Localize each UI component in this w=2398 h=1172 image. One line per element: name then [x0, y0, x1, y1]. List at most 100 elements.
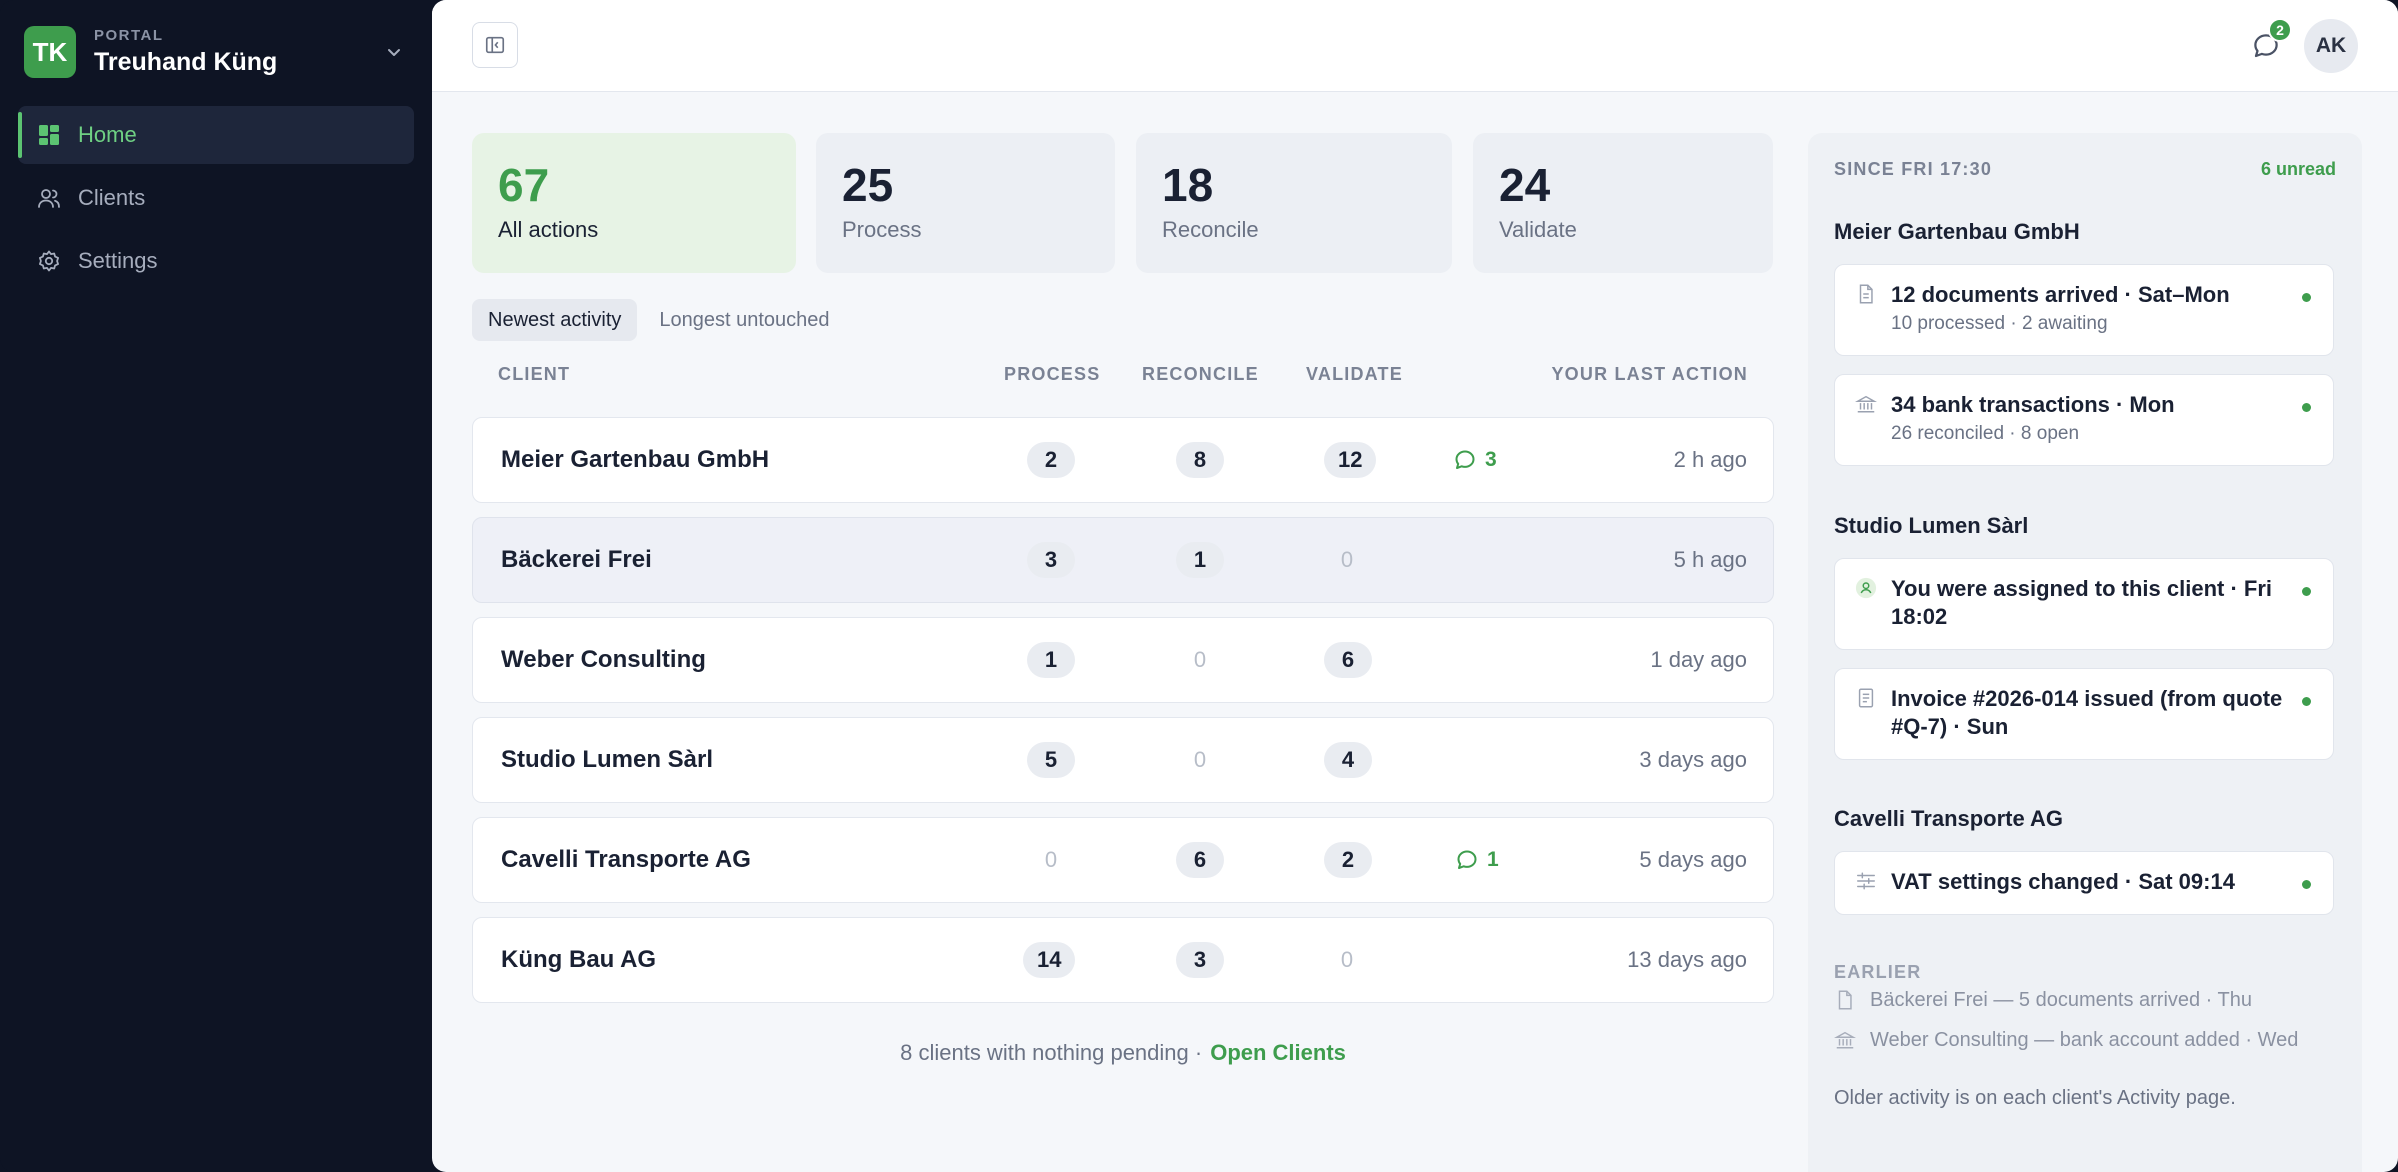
org-name: Treuhand Küng [94, 48, 278, 76]
comment-count-value: 1 [1487, 848, 1499, 871]
collapse-sidebar-button[interactable] [472, 22, 518, 68]
comment-count[interactable]: 3 [1453, 442, 1497, 478]
table-row[interactable]: Studio Lumen Sàrl 5 0 4 3 days ago [472, 717, 1774, 803]
users-icon [36, 185, 62, 211]
process-count: 1 [1027, 642, 1075, 678]
activity-title: 12 documents arrived · Sat–Mon [1891, 282, 2230, 307]
activity-group-title[interactable]: Studio Lumen Sàrl [1834, 513, 2029, 538]
activity-group-title[interactable]: Cavelli Transporte AG [1834, 806, 2064, 831]
comment-count[interactable]: 1 [1455, 842, 1499, 878]
stat-card-process[interactable]: 25 Process [816, 133, 1115, 273]
main-content: 2 AK 67 All actions 25 Process 18 Reconc… [432, 0, 2398, 1172]
sidebar-toggle-icon [485, 36, 505, 54]
open-clients-link[interactable]: Open Clients [1210, 1040, 1346, 1065]
earlier-item[interactable]: Bäckerei Frei — 5 documents arrived · Th… [1834, 985, 2252, 1015]
client-name: Meier Gartenbau GmbH [501, 446, 770, 473]
chat-icon [2254, 34, 2278, 58]
activity-item[interactable]: VAT settings changed · Sat 09:14 [1834, 851, 2334, 915]
process-count: 0 [1044, 847, 1058, 872]
last-action: 3 days ago [1639, 747, 1747, 772]
sliders-icon [1857, 872, 1875, 890]
chevron-down-icon [388, 49, 400, 56]
sidebar-item-clients[interactable]: Clients [18, 169, 414, 227]
stat-card-reconcile[interactable]: 18 Reconcile [1136, 133, 1452, 273]
sidebar-item-label: Home [78, 122, 137, 147]
user-assigned-icon [1855, 577, 1877, 599]
table-row[interactable]: Küng Bau AG 14 3 0 13 days ago [472, 917, 1774, 1003]
stat-card-validate[interactable]: 24 Validate [1473, 133, 1773, 273]
stat-label: Reconcile [1162, 217, 1259, 242]
comment-icon [1455, 450, 1475, 469]
stat-value: 67 [498, 159, 550, 211]
activity-item[interactable]: You were assigned to this client · Fri 1… [1834, 558, 2334, 650]
stat-card-all-actions[interactable]: 67 All actions [472, 133, 796, 273]
last-action: 5 h ago [1673, 547, 1747, 572]
unread-dot [2302, 293, 2311, 302]
sort-tabs: Newest activity Longest untouched [472, 299, 852, 341]
unread-dot [2302, 587, 2311, 596]
activity-item[interactable]: 12 documents arrived · Sat–Mon 10 proces… [1834, 264, 2334, 356]
column-header-client[interactable]: CLIENT [498, 364, 571, 384]
stat-value: 18 [1162, 159, 1214, 211]
stat-label: Process [842, 217, 922, 242]
column-header-last-action[interactable]: YOUR LAST ACTION [1551, 364, 1748, 384]
bank-icon [1855, 395, 1877, 413]
unread-count[interactable]: 6 unread [2260, 159, 2336, 179]
earlier-label: EARLIER [1834, 962, 1922, 982]
stat-cards: 67 All actions 25 Process 18 Reconcile 2… [472, 133, 1774, 273]
activity-title: VAT settings changed · Sat 09:14 [1891, 869, 2235, 894]
activity-item[interactable]: Invoice #2026-014 issued (from quote #Q-… [1834, 668, 2334, 760]
reconcile-count: 6 [1176, 842, 1224, 878]
document-icon [1859, 284, 1873, 304]
reconcile-count: 0 [1193, 647, 1207, 672]
earlier-item-text: Weber Consulting — bank account added · … [1870, 1028, 2299, 1051]
older-activity-note: Older activity is on each client's Activ… [1834, 1087, 2236, 1109]
process-count: 14 [1023, 942, 1076, 978]
column-header-reconcile[interactable]: RECONCILE [1142, 364, 1259, 384]
validate-count: 2 [1324, 842, 1372, 878]
validate-count: 0 [1340, 947, 1354, 972]
reconcile-count: 1 [1176, 542, 1224, 578]
column-header-process[interactable]: PROCESS [1004, 364, 1101, 384]
messages-button[interactable]: 2 [2246, 18, 2292, 66]
activity-group-title[interactable]: Meier Gartenbau GmbH [1834, 219, 2080, 244]
gear-icon [36, 248, 62, 274]
reconcile-count: 3 [1176, 942, 1224, 978]
last-action: 1 day ago [1650, 647, 1747, 672]
table-header: CLIENT PROCESS RECONCILE VALIDATE YOUR L… [472, 364, 1774, 390]
avatar[interactable]: AK [2304, 19, 2358, 73]
table-row[interactable]: Weber Consulting 1 0 6 1 day ago [472, 617, 1774, 703]
client-name: Studio Lumen Sàrl [501, 746, 714, 773]
column-header-validate[interactable]: VALIDATE [1306, 364, 1403, 384]
sidebar-item-home[interactable]: Home [18, 106, 414, 164]
tab-newest-activity[interactable]: Newest activity [472, 299, 638, 341]
nothing-pending-note: 8 clients with nothing pending · Open Cli… [472, 1040, 1774, 1066]
since-label: SINCE FRI 17:30 [1834, 159, 1993, 179]
validate-count: 12 [1324, 442, 1377, 478]
invoice-icon [1858, 688, 1874, 708]
table-row[interactable]: Cavelli Transporte AG 0 6 2 1 5 days ago [472, 817, 1774, 903]
client-name: Küng Bau AG [501, 946, 657, 973]
table-row[interactable]: Meier Gartenbau GmbH 2 8 12 3 2 h ago [472, 417, 1774, 503]
activity-item[interactable]: 34 bank transactions · Mon 26 reconciled… [1834, 374, 2334, 466]
stat-label: Validate [1499, 217, 1577, 242]
earlier-item-text: Bäckerei Frei — 5 documents arrived · Th… [1870, 988, 2253, 1011]
org-switcher[interactable]: TK PORTAL Treuhand Küng [18, 26, 414, 78]
document-icon [1838, 990, 1852, 1010]
bank-icon [1834, 1031, 1856, 1049]
org-logo: TK [24, 26, 76, 78]
table-row[interactable]: Bäckerei Frei 3 1 0 5 h ago [472, 517, 1774, 603]
stat-value: 25 [842, 159, 894, 211]
sidebar-item-label: Clients [78, 185, 146, 210]
sidebar-item-settings[interactable]: Settings [18, 232, 414, 290]
topbar: 2 AK [432, 0, 2398, 92]
earlier-item[interactable]: Weber Consulting — bank account added · … [1834, 1025, 2298, 1055]
activity-title: 34 bank transactions · Mon [1891, 392, 2175, 417]
last-action: 2 h ago [1673, 447, 1747, 472]
activity-subtitle: 10 processed · 2 awaiting [1891, 313, 2108, 334]
tab-longest-untouched[interactable]: Longest untouched [659, 308, 830, 331]
comment-icon [1457, 850, 1477, 869]
sidebar-item-label: Settings [78, 248, 158, 273]
unread-dot [2302, 880, 2311, 889]
